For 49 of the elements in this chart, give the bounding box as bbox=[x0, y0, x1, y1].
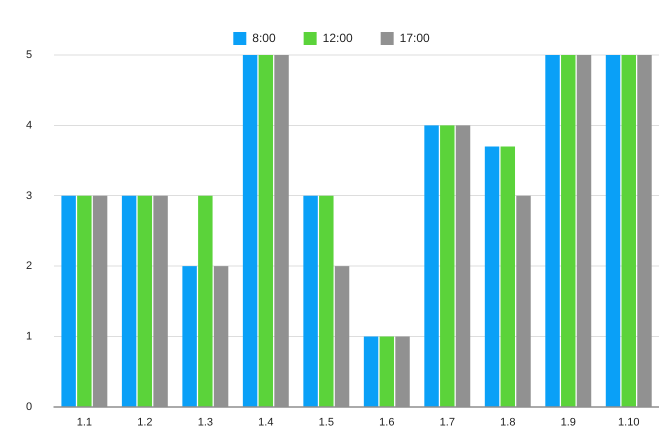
bar bbox=[637, 55, 652, 406]
y-tick-label: 1 bbox=[26, 330, 32, 342]
bar bbox=[214, 266, 228, 406]
legend-label: 12:00 bbox=[322, 30, 354, 45]
bar bbox=[334, 266, 350, 406]
bar bbox=[61, 196, 76, 406]
bar bbox=[395, 336, 410, 406]
x-tick-label: 1.4 bbox=[258, 416, 274, 428]
x-tick-label: 1.1 bbox=[76, 416, 92, 428]
bar bbox=[364, 336, 378, 406]
bar bbox=[303, 196, 318, 406]
bar bbox=[576, 55, 592, 406]
y-tick-label: 0 bbox=[26, 400, 32, 413]
bar bbox=[500, 146, 516, 406]
bar bbox=[319, 196, 334, 406]
bar bbox=[153, 196, 168, 406]
legend-label: 17:00 bbox=[400, 30, 430, 45]
bar bbox=[606, 55, 620, 406]
x-tick-label: 1.5 bbox=[318, 416, 334, 428]
bar bbox=[484, 146, 500, 406]
legend-label: 8:00 bbox=[252, 30, 276, 45]
bar bbox=[456, 125, 470, 406]
bar bbox=[545, 55, 560, 406]
y-tick-label: 3 bbox=[26, 190, 32, 202]
bar bbox=[198, 196, 213, 406]
bar bbox=[92, 196, 108, 406]
y-tick-label: 5 bbox=[26, 49, 32, 62]
bar bbox=[380, 336, 394, 406]
bar bbox=[122, 196, 136, 406]
x-tick-label: 1.3 bbox=[198, 416, 213, 428]
bar bbox=[138, 196, 152, 406]
x-tick-label: 1.7 bbox=[440, 416, 455, 428]
y-tick-label: 2 bbox=[26, 260, 32, 272]
x-tick-label: 1.6 bbox=[379, 416, 394, 428]
x-tick-label: 1.8 bbox=[500, 416, 516, 428]
bar bbox=[274, 55, 289, 406]
bar bbox=[440, 125, 455, 406]
bar bbox=[182, 266, 197, 406]
bar bbox=[561, 55, 576, 406]
bar bbox=[424, 125, 439, 406]
bar bbox=[622, 55, 636, 406]
x-tick-label: 1.10 bbox=[618, 416, 640, 428]
bar bbox=[258, 55, 274, 406]
x-tick-label: 1.9 bbox=[560, 416, 576, 428]
bar bbox=[242, 55, 258, 406]
bar bbox=[77, 196, 92, 406]
y-tick-label: 4 bbox=[26, 119, 32, 132]
bar bbox=[516, 196, 531, 406]
x-tick-label: 1.2 bbox=[137, 416, 152, 428]
